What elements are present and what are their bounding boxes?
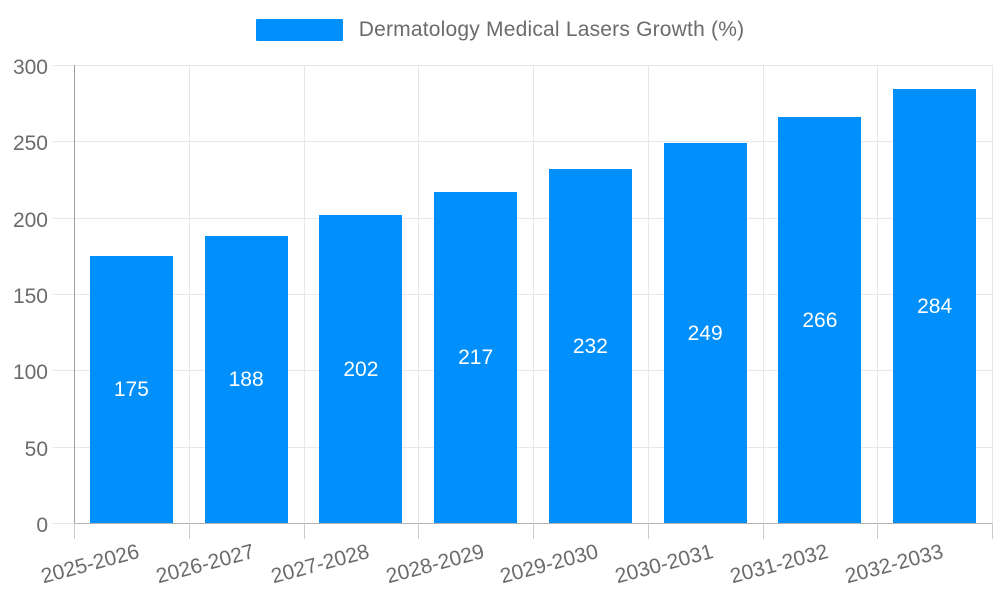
y-axis-label: 50 [24,437,48,461]
x-tick [188,523,190,539]
bar[interactable] [434,191,518,523]
y-axis-label: 300 [12,56,48,79]
x-tick [877,523,879,539]
x-tick [74,523,75,539]
x-gridline [647,65,649,523]
y-axis-label: 250 [12,132,48,156]
x-gridline [992,65,993,523]
y-tick [53,141,74,143]
y-axis-label: 200 [12,208,48,232]
y-axis-line [74,65,75,523]
y-axis-label: 0 [36,514,48,537]
x-tick [303,523,305,539]
x-tick [647,523,649,539]
y-axis-label: 100 [12,361,48,385]
legend-item[interactable]: Dermatology Medical Lasers Growth (%) [0,18,1000,42]
y-tick [53,294,74,295]
x-gridline [188,65,190,523]
bar[interactable] [548,168,632,523]
x-tick [418,523,420,539]
legend-swatch [255,19,343,41]
bar[interactable] [89,255,173,523]
y-tick [53,65,74,66]
x-tick [992,523,993,539]
bar[interactable] [893,89,977,523]
bar[interactable] [204,235,288,523]
x-gridline [762,65,764,523]
bar[interactable] [319,214,403,523]
y-tick [53,217,74,219]
bar[interactable] [778,116,862,523]
x-gridline [303,65,305,523]
bar[interactable] [663,142,747,523]
x-tick [533,523,534,539]
x-gridline [418,65,420,523]
y-tick [53,523,74,524]
x-gridline [877,65,879,523]
y-axis-label: 150 [12,285,48,308]
legend-label: Dermatology Medical Lasers Growth (%) [358,18,745,41]
y-tick [53,370,74,372]
y-tick [53,446,74,448]
x-gridline [533,65,534,523]
x-tick [762,523,764,539]
